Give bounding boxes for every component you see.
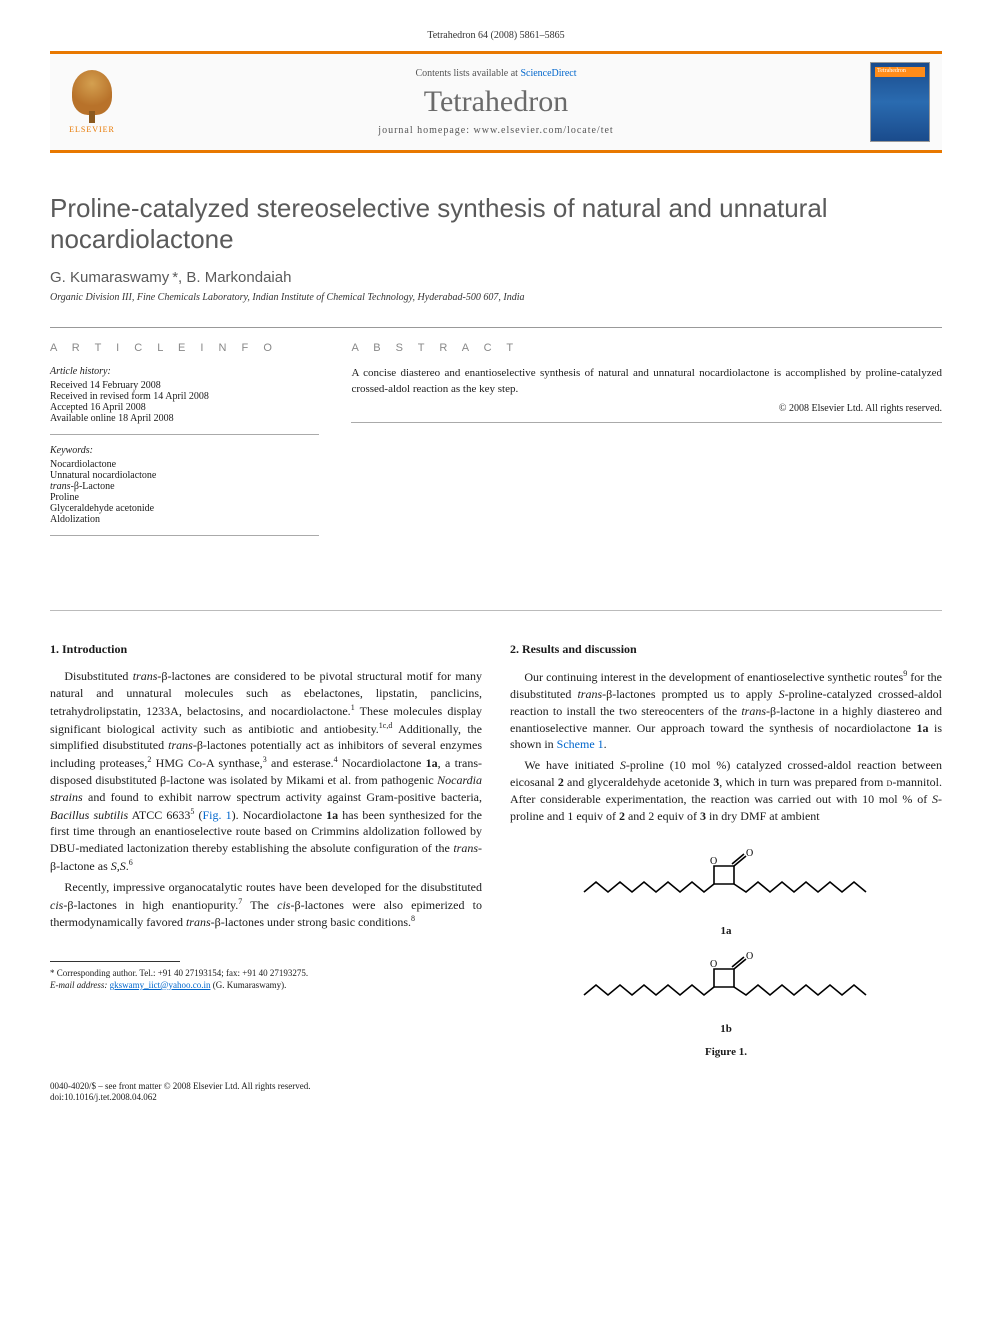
article-history-label: Article history:	[50, 366, 319, 377]
footer-front-matter: 0040-4020/$ – see front matter © 2008 El…	[50, 1081, 942, 1093]
page-footer: 0040-4020/$ – see front matter © 2008 El…	[50, 1081, 942, 1104]
figure-1: O O 1a O O	[510, 842, 942, 1060]
contents-prefix: Contents lists available at	[415, 68, 520, 79]
elsevier-logo-text: ELSEVIER	[69, 125, 115, 134]
right-column: 2. Results and discussion Our continuing…	[510, 641, 942, 1060]
history-line: Accepted 16 April 2008	[50, 402, 319, 413]
keywords-label: Keywords:	[50, 445, 319, 456]
keyword: Glyceraldehyde acetonide	[50, 503, 319, 514]
figure-1-caption: Figure 1.	[510, 1045, 942, 1060]
affiliation-line: Organic Division III, Fine Chemicals Lab…	[50, 292, 942, 303]
intro-paragraph-2: Recently, impressive organocatalytic rou…	[50, 879, 482, 931]
svg-text:O: O	[710, 959, 717, 970]
journal-name: Tetrahedron	[122, 85, 870, 119]
journal-cover-thumbnail: Tetrahedron	[870, 62, 930, 142]
top-citation: Tetrahedron 64 (2008) 5861–5865	[50, 30, 942, 41]
abstract-rule	[351, 422, 942, 423]
footer-doi: doi:10.1016/j.tet.2008.04.062	[50, 1092, 942, 1104]
author-email-link[interactable]: gkswamy_iict@yahoo.co.in	[110, 980, 211, 990]
article-info-heading: A R T I C L E I N F O	[50, 342, 319, 354]
title-block: Proline-catalyzed stereoselective synthe…	[50, 193, 942, 303]
masthead-center: Contents lists available at ScienceDirec…	[122, 68, 870, 136]
homepage-url[interactable]: www.elsevier.com/locate/tet	[474, 125, 614, 136]
elsevier-logo: ELSEVIER	[62, 67, 122, 137]
footnote-separator	[50, 961, 180, 962]
elsevier-tree-icon	[72, 70, 112, 115]
keyword: Proline	[50, 492, 319, 503]
info-abstract-row: A R T I C L E I N F O Article history: R…	[50, 327, 942, 560]
results-paragraph-2: We have initiated S-proline (10 mol %) c…	[510, 757, 942, 824]
svg-text:O: O	[710, 856, 717, 867]
email-suffix: (G. Kumaraswamy).	[210, 980, 286, 990]
email-label: E-mail address:	[50, 980, 110, 990]
contents-available-line: Contents lists available at ScienceDirec…	[122, 68, 870, 79]
section-heading-intro: 1. Introduction	[50, 641, 482, 658]
section-heading-results: 2. Results and discussion	[510, 641, 942, 658]
journal-homepage-line: journal homepage: www.elsevier.com/locat…	[122, 125, 870, 136]
corresponding-author-footnote: * Corresponding author. Tel.: +91 40 271…	[50, 968, 482, 980]
homepage-prefix: journal homepage:	[378, 125, 473, 136]
article-info-column: A R T I C L E I N F O Article history: R…	[50, 328, 335, 560]
abstract-column: A B S T R A C T A concise diastereo and …	[335, 328, 942, 560]
molecule-1b-structure: O O	[576, 940, 876, 1020]
results-paragraph-1: Our continuing interest in the developme…	[510, 668, 942, 753]
cover-title-text: Tetrahedron	[877, 68, 906, 74]
keywords-block: Keywords: Nocardiolactone Unnatural noca…	[50, 445, 319, 536]
keyword: Unnatural nocardiolactone	[50, 470, 319, 481]
sciencedirect-link[interactable]: ScienceDirect	[520, 68, 576, 79]
abstract-heading: A B S T R A C T	[351, 342, 942, 354]
article-history-block: Article history: Received 14 February 20…	[50, 366, 319, 435]
article-title: Proline-catalyzed stereoselective synthe…	[50, 193, 942, 255]
intro-paragraph-1: Disubstituted trans-β-lactones are consi…	[50, 668, 482, 875]
authors-line: G. Kumaraswamy *, B. Markondaiah	[50, 269, 942, 286]
svg-text:O: O	[746, 951, 753, 962]
history-line: Received in revised form 14 April 2008	[50, 391, 319, 402]
left-column: 1. Introduction Disubstituted trans-β-la…	[50, 641, 482, 1060]
body-columns: 1. Introduction Disubstituted trans-β-la…	[50, 610, 942, 1060]
molecule-1a-structure: O O	[576, 842, 876, 922]
history-line: Available online 18 April 2008	[50, 413, 319, 424]
journal-masthead: ELSEVIER Contents lists available at Sci…	[50, 51, 942, 153]
keyword: Nocardiolactone	[50, 459, 319, 470]
svg-text:O: O	[746, 848, 753, 859]
abstract-text: A concise diastereo and enantioselective…	[351, 366, 942, 397]
abstract-copyright: © 2008 Elsevier Ltd. All rights reserved…	[351, 403, 942, 414]
email-footnote: E-mail address: gkswamy_iict@yahoo.co.in…	[50, 980, 482, 992]
molecule-1b-label: 1b	[510, 1022, 942, 1037]
molecule-1a-label: 1a	[510, 924, 942, 939]
keyword: trans-β-Lactone	[50, 481, 319, 492]
history-line: Received 14 February 2008	[50, 380, 319, 391]
keyword: Aldolization	[50, 514, 319, 525]
